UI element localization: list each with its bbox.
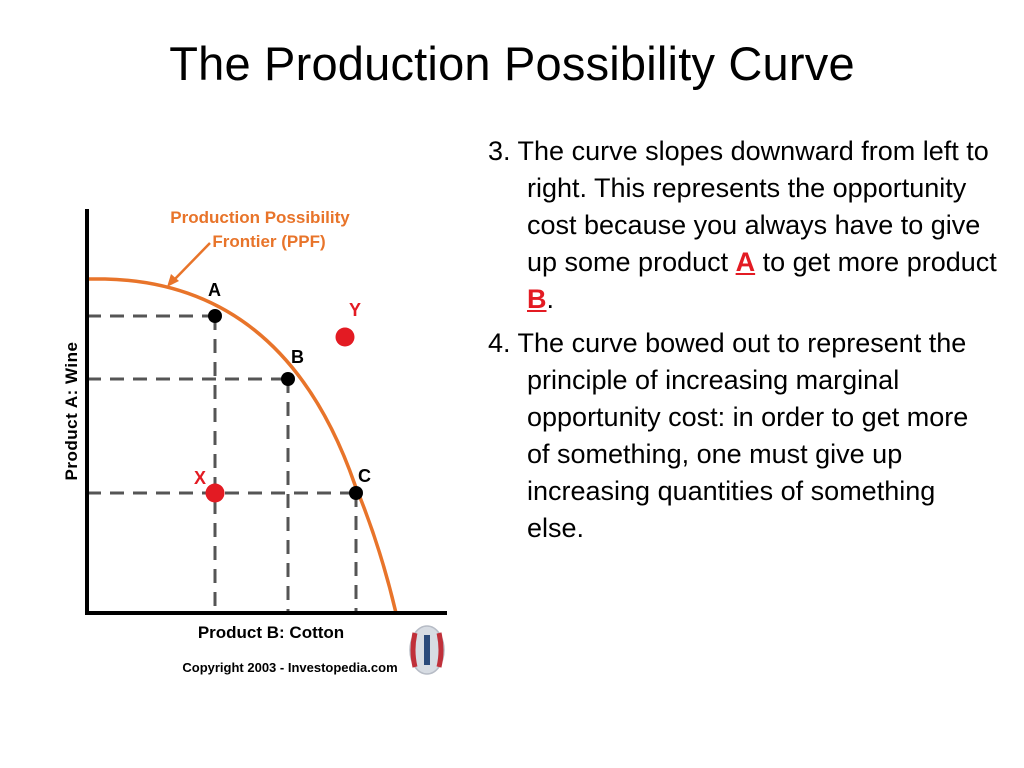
bullet-text-end: .: [546, 284, 555, 314]
label-x: X: [194, 468, 206, 488]
highlight-product-a: A: [735, 247, 756, 277]
label-y: Y: [349, 300, 361, 320]
label-c: C: [358, 466, 371, 486]
ppf-arrow: [172, 242, 211, 282]
bullet-text-middle: to get more product: [755, 247, 997, 277]
bullet-text: The curve slopes downward from left to r…: [517, 136, 989, 277]
bullet-list: 3. The curve slopes downward from left t…: [488, 133, 998, 554]
ppf-label-line1: Production Possibility: [170, 208, 350, 227]
point-a: [208, 309, 222, 323]
bullet-text: The curve bowed out to represent the pri…: [517, 328, 969, 543]
point-y: [335, 327, 355, 347]
bullet-item-4: 4. The curve bowed out to represent the …: [488, 325, 998, 547]
slide-title: The Production Possibility Curve: [169, 37, 855, 90]
ppf-label-line2: Frontier (PPF): [212, 232, 325, 251]
y-axis-label: Product A: Wine: [62, 342, 81, 481]
bullet-number: 4.: [488, 328, 511, 358]
copyright-text: Copyright 2003 - Investopedia.com: [182, 660, 397, 675]
x-axis-label: Product B: Cotton: [198, 623, 344, 642]
point-c: [349, 486, 363, 500]
point-x: [205, 483, 225, 503]
ppf-arrow-head: [167, 274, 179, 287]
investopedia-logo-icon: [409, 625, 445, 675]
bullet-item-3: 3. The curve slopes downward from left t…: [488, 133, 998, 318]
ppf-curve: [87, 277, 398, 614]
label-a: A: [208, 280, 221, 300]
ppf-figure: Production Possibility Frontier (PPF) A …: [55, 195, 455, 685]
label-b: B: [291, 347, 304, 367]
highlight-product-b: B: [527, 284, 547, 314]
point-b: [281, 372, 295, 386]
guide-lines: [87, 314, 358, 613]
bullet-number: 3.: [488, 136, 511, 166]
ppf-diagram: Production Possibility Frontier (PPF) A …: [62, 208, 447, 675]
